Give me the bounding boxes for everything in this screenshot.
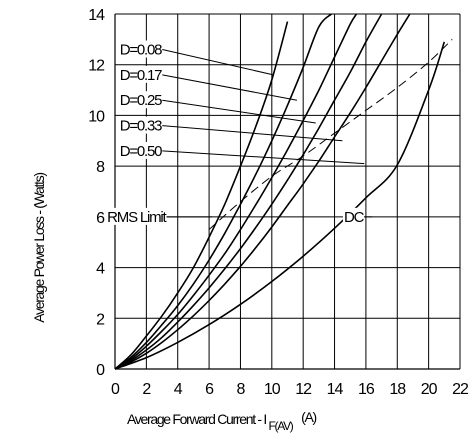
curve-label-d-0-08: D=0.08 <box>120 42 162 59</box>
leader-line-d-0-25 <box>162 99 316 124</box>
y-tick-label-4: 4 <box>96 261 105 278</box>
curve-label-d-0-50: D=0.50 <box>120 143 162 160</box>
series-line-d-0-33 <box>114 13 383 370</box>
x-tick-label-8: 8 <box>237 381 246 398</box>
y-axis-title: Average Power Loss - (Watts) <box>31 173 47 323</box>
x-tick-label-4: 4 <box>174 381 183 398</box>
x-tick-label-16: 16 <box>358 381 375 398</box>
y-tick-label-2: 2 <box>96 311 105 328</box>
x-axis-title-sub: F(AV) <box>269 419 294 433</box>
x-tick-label-0: 0 <box>111 381 120 398</box>
curve-label-bg-rms-limit <box>106 207 167 225</box>
curve-label-bg-d-0-25 <box>118 91 163 109</box>
curve-label-d-0-25: D=0.25 <box>120 92 162 109</box>
y-tick-label-12: 12 <box>88 58 105 75</box>
y-tick-label-10: 10 <box>88 108 105 125</box>
y-tick-label-6: 6 <box>96 210 105 227</box>
axes <box>114 14 460 370</box>
leader-line-d-0-08 <box>162 49 274 76</box>
grid <box>115 13 461 369</box>
curve-label-dc: DC <box>344 209 365 226</box>
series-line-d-0-25 <box>114 13 358 370</box>
y-tick-label-0: 0 <box>96 362 105 379</box>
series-line-d-0-17 <box>114 13 332 370</box>
series-line-rms-limit <box>208 39 453 230</box>
curve-labels: D=0.08 D=0.17 D=0.25 D=0.33 D=0.50 RMS Limit D… <box>106 40 373 226</box>
curve-label-bg-d-0-33 <box>118 116 163 134</box>
tick-labels: 0 2 4 6 8 10 12 14 16 18 20 22 0 2 4 6 8 10 12 14 <box>88 7 470 398</box>
x-tick-label-6: 6 <box>205 381 214 398</box>
x-tick-label-18: 18 <box>389 381 406 398</box>
curve-label-bg-dc <box>342 207 365 225</box>
y-tick-label-14: 14 <box>88 7 105 24</box>
x-tick-label-2: 2 <box>142 381 151 398</box>
curve-label-bg-d-0-50 <box>118 141 163 159</box>
series-line-d-0-50 <box>114 13 411 370</box>
x-axis-title-unit: (A) <box>301 409 316 425</box>
x-tick-label-20: 20 <box>421 381 438 398</box>
x-tick-label-14: 14 <box>327 381 344 398</box>
x-tick-label-22: 22 <box>452 381 469 398</box>
series-line-d-0-08 <box>114 21 289 370</box>
x-tick-label-10: 10 <box>264 381 281 398</box>
leader-line-d-0-50 <box>162 150 365 165</box>
x-axis-title-main: Average Forward Current - I <box>127 411 266 427</box>
curve-label-d-0-33: D=0.33 <box>120 118 162 135</box>
curve-label-rms-limit: RMS Limit <box>107 209 167 226</box>
curves <box>114 13 453 370</box>
curve-label-bg-d-0-08 <box>118 40 163 58</box>
x-tick-label-12: 12 <box>295 381 312 398</box>
series-line-dc <box>114 41 446 370</box>
leader-line-d-0-17 <box>162 74 298 101</box>
leader-line-d-0-33 <box>162 125 343 142</box>
y-tick-label-8: 8 <box>96 159 105 176</box>
x-axis-title: Average Forward Current - I F(AV) (A) <box>127 409 316 433</box>
curve-label-bg-d-0-17 <box>118 65 163 83</box>
curve-label-d-0-17: D=0.17 <box>120 67 162 84</box>
